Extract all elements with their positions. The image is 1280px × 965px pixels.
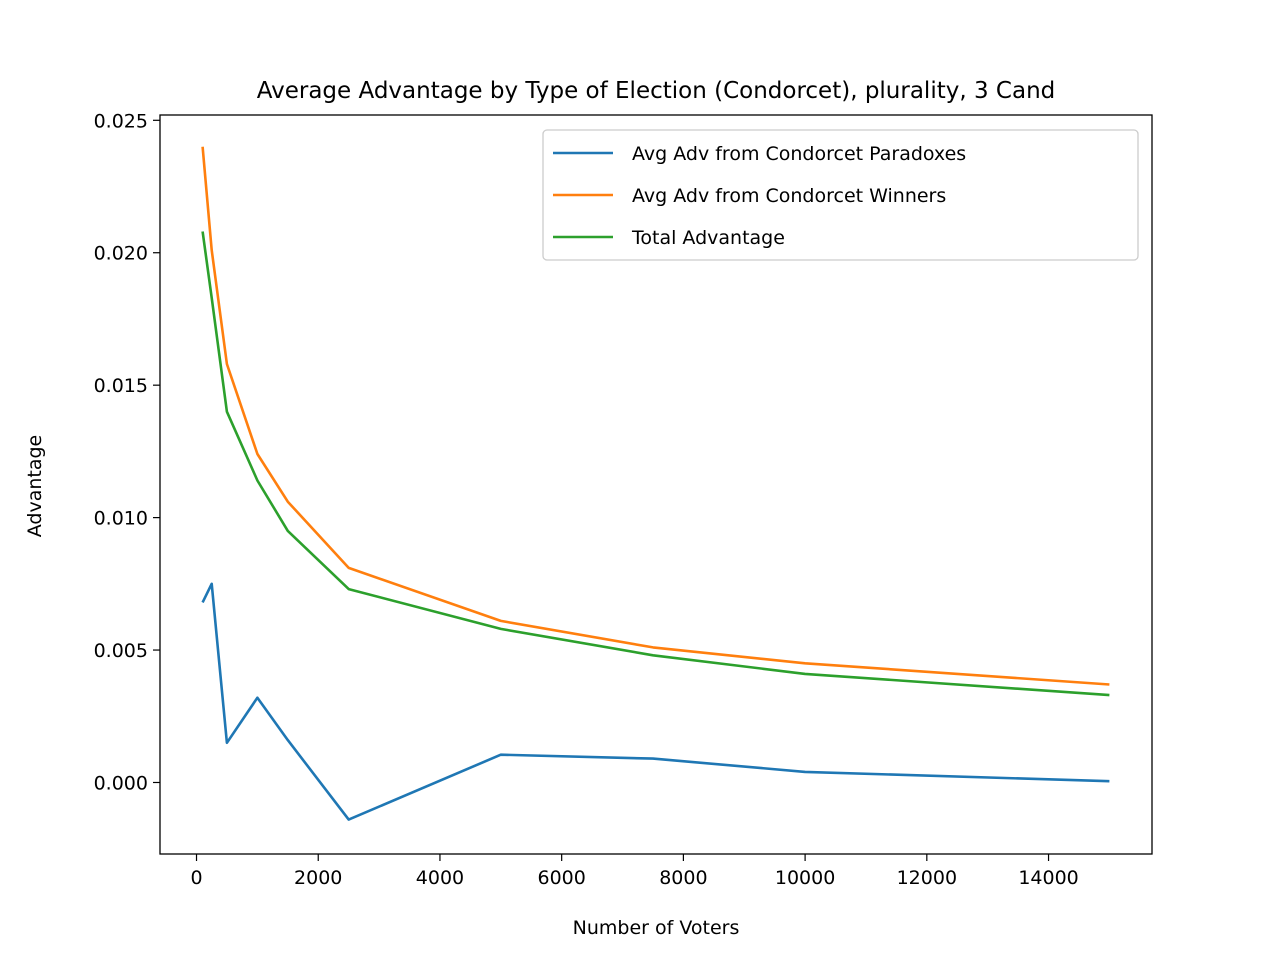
y-tick-label: 0.000 <box>94 772 148 794</box>
y-tick-label: 0.020 <box>94 243 148 265</box>
x-tick-label: 6000 <box>537 867 585 889</box>
y-tick-label: 0.005 <box>94 640 148 662</box>
x-tick-label: 2000 <box>294 867 342 889</box>
x-tick-label: 4000 <box>416 867 464 889</box>
x-tick-label: 12000 <box>897 867 957 889</box>
x-tick-label: 10000 <box>775 867 835 889</box>
legend: Avg Adv from Condorcet Paradoxes Avg Adv … <box>542 129 1139 261</box>
x-tick-label: 8000 <box>659 867 707 889</box>
x-tick-label: 14000 <box>1018 867 1078 889</box>
y-tick-label: 0.015 <box>94 375 148 397</box>
plot-area <box>201 146 1110 821</box>
legend-box <box>542 129 1139 261</box>
y-axis-label: Advantage <box>24 435 46 538</box>
series-line-2 <box>201 146 1110 686</box>
chart-title: Average Advantage by Type of Election (C… <box>257 78 1056 104</box>
x-tick-label: 0 <box>190 867 202 889</box>
legend-entry-label: Total Advantage <box>631 227 785 249</box>
series-line-3 <box>201 231 1110 697</box>
axes: 0 2000 4000 6000 8000 10000 12000 14000 0.000 0.0… <box>94 110 1079 889</box>
series-line-1 <box>201 582 1110 821</box>
legend-entry-label: Avg Adv from Condorcet Winners <box>632 185 946 207</box>
x-axis-label: Number of Voters <box>573 917 740 939</box>
y-tick-label: 0.025 <box>94 110 148 132</box>
axes-frame <box>159 114 1153 855</box>
legend-entry-label: Avg Adv from Condorcet Paradoxes <box>632 143 966 165</box>
y-tick-label: 0.010 <box>94 508 148 530</box>
